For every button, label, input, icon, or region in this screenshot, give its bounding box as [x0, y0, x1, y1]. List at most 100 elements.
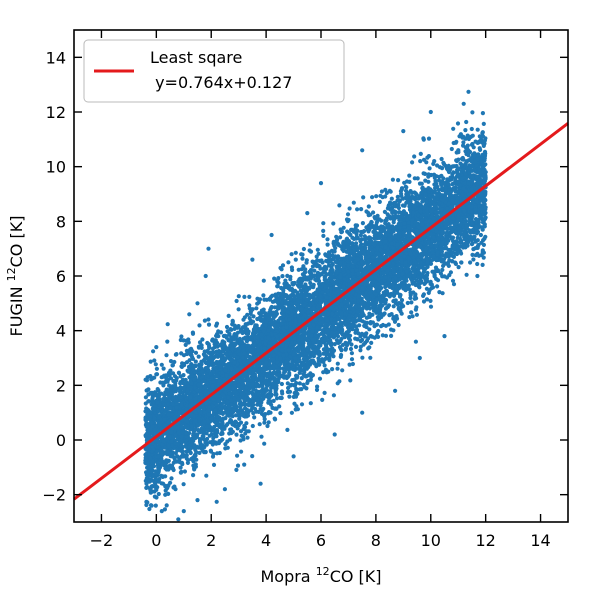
data-point — [191, 473, 196, 478]
data-point — [247, 294, 252, 299]
data-point — [337, 379, 342, 384]
data-point — [428, 304, 434, 309]
data-point — [397, 199, 402, 204]
data-point — [292, 383, 297, 388]
data-point — [287, 389, 293, 394]
data-point — [390, 177, 395, 182]
data-point — [272, 406, 277, 411]
data-point — [476, 253, 482, 258]
data-point — [409, 310, 414, 315]
data-point — [206, 322, 212, 327]
data-point — [197, 323, 202, 328]
data-point — [424, 286, 429, 291]
data-point — [358, 348, 363, 353]
data-point — [481, 255, 486, 260]
scatter-points — [143, 89, 488, 522]
data-point — [257, 422, 262, 427]
data-point — [153, 362, 158, 367]
data-point — [156, 491, 161, 497]
data-point — [164, 503, 169, 508]
data-point — [246, 398, 252, 403]
data-point — [482, 224, 487, 229]
data-point — [440, 267, 445, 272]
data-point — [320, 397, 325, 402]
data-point — [331, 393, 336, 398]
data-point — [412, 154, 417, 159]
data-point — [321, 233, 326, 238]
data-point — [418, 151, 423, 156]
data-point — [144, 388, 149, 393]
data-point — [374, 194, 379, 199]
data-point — [428, 279, 433, 284]
data-point — [285, 273, 290, 278]
data-point — [315, 247, 320, 252]
data-point — [278, 395, 283, 400]
data-point — [168, 480, 173, 485]
data-point — [330, 367, 335, 372]
data-point — [466, 89, 471, 94]
data-point — [331, 221, 336, 226]
data-point — [188, 450, 193, 456]
data-point — [391, 328, 396, 333]
data-point — [148, 359, 153, 364]
data-point — [413, 339, 418, 344]
data-point — [470, 252, 475, 257]
data-point — [353, 344, 359, 349]
data-point — [262, 441, 267, 446]
data-point — [435, 284, 440, 289]
data-point — [300, 256, 305, 261]
data-point — [147, 506, 152, 512]
data-point — [236, 307, 241, 312]
data-point — [182, 469, 187, 474]
data-point — [350, 361, 355, 367]
data-point — [323, 351, 328, 356]
data-point — [465, 143, 470, 148]
data-point — [280, 274, 285, 279]
data-point — [205, 340, 210, 346]
data-point — [364, 324, 369, 330]
data-point — [396, 322, 401, 328]
data-point — [368, 355, 373, 360]
data-point — [214, 499, 219, 504]
data-point — [451, 282, 457, 287]
data-point — [294, 388, 299, 393]
data-point — [335, 361, 340, 366]
data-point — [321, 228, 326, 233]
data-point — [239, 449, 244, 454]
data-point — [159, 362, 164, 367]
data-point — [234, 298, 239, 304]
data-point — [220, 427, 225, 432]
data-point — [293, 250, 298, 255]
data-point — [360, 355, 365, 360]
data-point — [429, 286, 434, 291]
data-point — [274, 396, 280, 401]
data-point — [369, 340, 374, 345]
data-point — [286, 260, 291, 265]
data-point — [151, 349, 156, 354]
data-point — [308, 242, 313, 247]
data-point — [204, 473, 209, 478]
data-point — [207, 345, 212, 351]
data-point — [311, 358, 316, 363]
data-point — [322, 363, 327, 368]
data-point — [238, 429, 244, 434]
data-point — [297, 381, 302, 386]
data-point — [375, 330, 380, 335]
data-point — [383, 187, 388, 192]
data-point — [389, 333, 394, 338]
data-point — [185, 460, 190, 465]
data-point — [360, 221, 365, 226]
data-point — [262, 297, 267, 302]
data-point — [418, 159, 423, 164]
data-point — [426, 179, 431, 184]
data-point — [387, 313, 392, 318]
data-point — [355, 236, 360, 241]
data-point — [339, 352, 344, 358]
data-point — [250, 454, 255, 459]
data-point — [280, 391, 285, 396]
data-point — [403, 184, 408, 189]
data-point — [463, 128, 468, 133]
data-point — [179, 334, 184, 339]
data-point — [266, 420, 271, 425]
